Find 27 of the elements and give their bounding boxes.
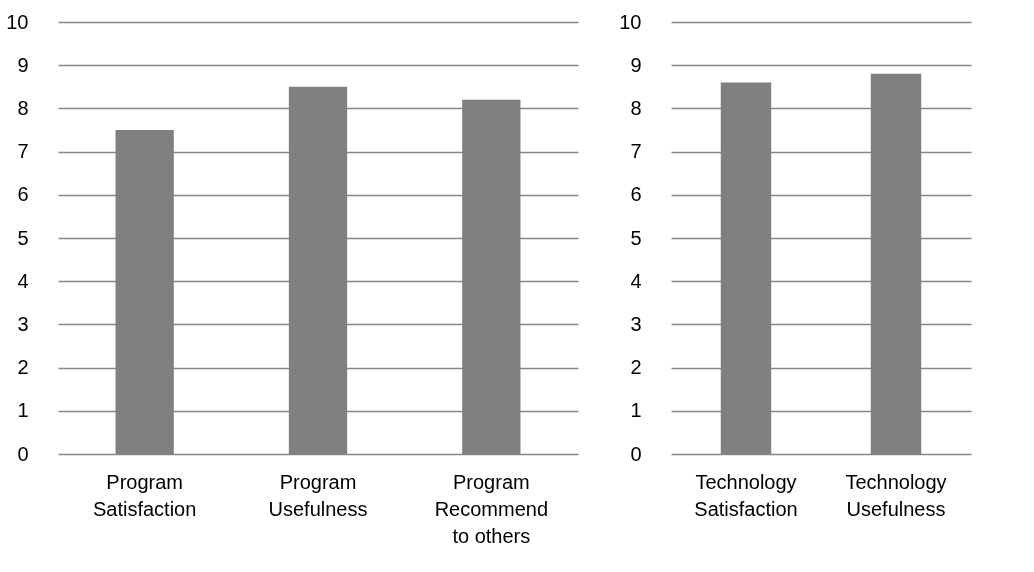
- y-tick-label: 7: [630, 140, 642, 163]
- y-tick-label: 8: [630, 96, 642, 119]
- y-tick-label: 4: [17, 269, 29, 292]
- y-tick-label: 7: [17, 140, 29, 163]
- y-tick-label: 1: [17, 399, 29, 422]
- y-tick-label: 6: [630, 183, 642, 206]
- y-tick-label: 5: [17, 226, 29, 249]
- y-tick-label: 5: [630, 226, 642, 249]
- x-tick-label: Program Satisfaction: [92, 470, 197, 520]
- y-tick-label: 8: [17, 96, 29, 119]
- y-tick-label: 6: [17, 183, 29, 206]
- y-tick-label: 0: [17, 442, 29, 465]
- x-tick-label: Technology Satisfaction: [694, 470, 798, 520]
- y-tick-label: 9: [17, 53, 29, 76]
- y-tick-label: 1: [630, 399, 642, 422]
- y-tick-label: 9: [630, 53, 642, 76]
- y-tick-label: 10: [619, 10, 642, 33]
- y-tick-label: 3: [17, 312, 29, 335]
- y-tick-label: 0: [630, 442, 642, 465]
- x-tick-label: Program Usefulness: [268, 470, 368, 520]
- x-tick-label: Program Recommend to others: [434, 470, 549, 547]
- y-tick-label: 3: [630, 312, 642, 335]
- x-tick-label: Technology Usefulness: [845, 470, 947, 520]
- y-tick-label: 2: [17, 356, 29, 379]
- y-tick-label: 4: [630, 269, 642, 292]
- y-tick-label: 10: [6, 10, 29, 33]
- y-tick-label: 2: [630, 356, 642, 379]
